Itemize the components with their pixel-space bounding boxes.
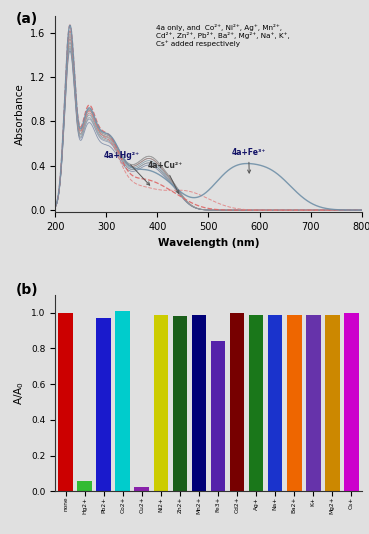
Bar [268,315,283,491]
Text: 4a+Cu²⁺: 4a+Cu²⁺ [147,161,183,193]
Bar [325,315,339,491]
Bar [287,315,301,491]
Bar [77,481,92,491]
Bar [173,316,187,491]
Bar [230,313,244,491]
Bar [58,313,73,491]
Text: 4a+Fe³⁺: 4a+Fe³⁺ [231,148,266,173]
Y-axis label: Absorbance: Absorbance [15,83,25,145]
Bar [134,487,149,491]
Bar [96,318,111,491]
Text: (b): (b) [15,283,38,297]
Bar [344,313,359,491]
Bar [211,341,225,491]
Bar [306,315,321,491]
Bar [154,315,168,491]
Y-axis label: A/A$_0$: A/A$_0$ [12,381,26,405]
Text: 4a+Hg²⁺: 4a+Hg²⁺ [104,151,150,185]
Bar [192,315,206,491]
Text: 4a only, and  Co²⁺, Ni²⁺, Ag⁺, Mn²⁺,
Cd²⁺, Zn²⁺, Pb²⁺, Ba²⁺, Mg²⁺, Na⁺, K⁺,
Cs⁺ : 4a only, and Co²⁺, Ni²⁺, Ag⁺, Mn²⁺, Cd²⁺… [156,24,290,47]
Bar [115,311,130,491]
X-axis label: Wavelength (nm): Wavelength (nm) [158,238,259,248]
Text: (a): (a) [15,12,38,26]
Bar [249,315,263,491]
